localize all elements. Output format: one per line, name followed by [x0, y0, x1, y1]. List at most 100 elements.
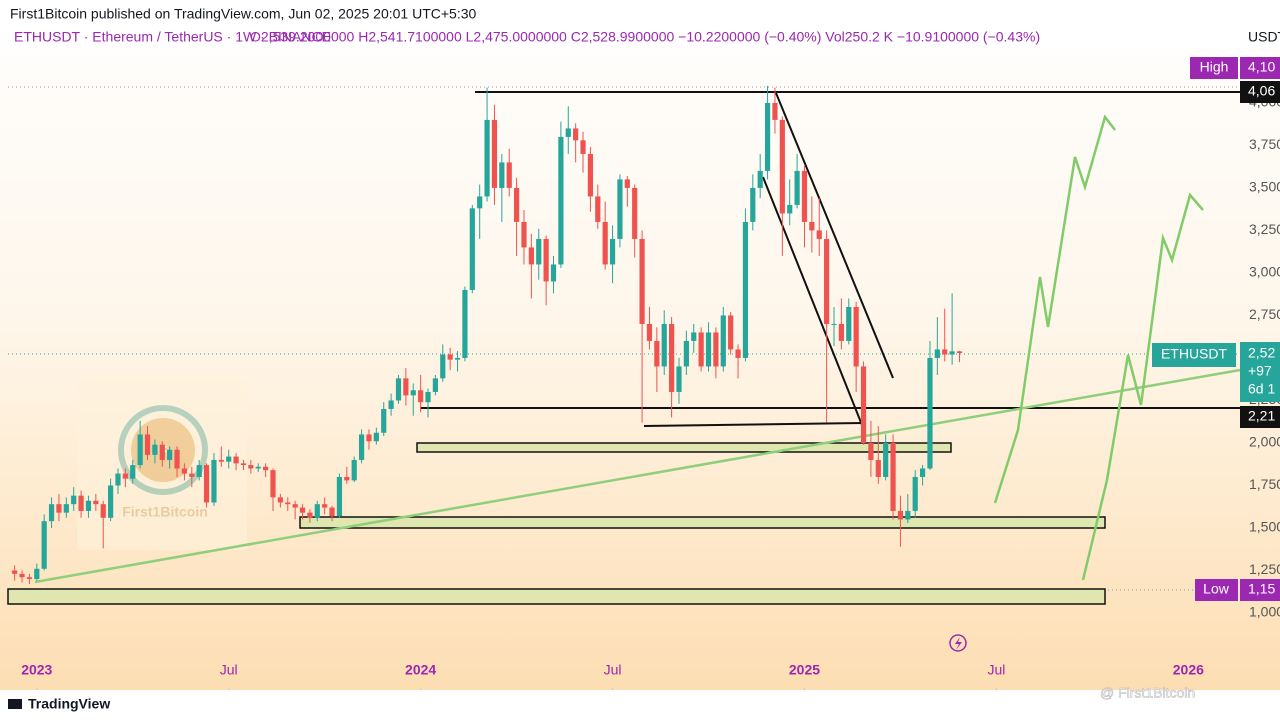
- brand: TradingView: [28, 696, 110, 712]
- candle-body: [277, 497, 283, 503]
- candle-body: [624, 179, 630, 188]
- candle-body: [787, 204, 793, 214]
- candle-body: [661, 323, 667, 367]
- candle-body: [720, 315, 726, 367]
- candle-body: [432, 378, 438, 392]
- candle-body: [602, 221, 608, 265]
- candle-body: [226, 456, 232, 462]
- top-line-price: 4,06: [1248, 83, 1275, 99]
- candle-body: [218, 459, 224, 462]
- candle-body: [728, 315, 734, 350]
- header-bg: [0, 0, 1280, 48]
- candle-body: [85, 500, 92, 511]
- candle-body: [373, 432, 379, 442]
- x-tick-label: 2023: [21, 662, 52, 678]
- high-price: 4,10: [1248, 59, 1275, 75]
- candle-body: [366, 434, 372, 442]
- candle-body: [181, 468, 188, 474]
- candle-body: [100, 504, 106, 518]
- candle-body: [809, 221, 815, 231]
- candle-body: [255, 466, 261, 469]
- candle-body: [233, 456, 239, 464]
- candle-body: [580, 140, 586, 154]
- candle-body: [521, 221, 527, 248]
- candle-body: [565, 128, 571, 137]
- low-label: Low: [1203, 581, 1230, 597]
- candle-body: [550, 264, 557, 282]
- footer: TradingView @ First1Bitcoin: [8, 684, 1195, 712]
- y-tick-label: 1,500: [1249, 519, 1280, 535]
- candle-body: [713, 332, 719, 367]
- candle-body: [469, 208, 475, 290]
- logo-text: First1Bitcoin: [122, 504, 208, 520]
- candle-body: [358, 434, 365, 460]
- candle-body: [329, 507, 335, 517]
- candle-body: [159, 444, 165, 460]
- y-tick-label: 2,750: [1249, 306, 1280, 322]
- candle-body: [646, 323, 653, 341]
- candle-body: [735, 349, 741, 358]
- candle-body: [491, 119, 498, 188]
- candle-body: [137, 434, 143, 466]
- candle-body: [307, 512, 313, 518]
- candle-body: [772, 102, 778, 120]
- candle-body: [897, 510, 904, 520]
- candle-body: [750, 187, 756, 222]
- candle-body: [632, 187, 638, 239]
- candle-body: [676, 366, 682, 392]
- candle-body: [779, 119, 785, 214]
- candle-body: [506, 162, 512, 188]
- y-tick-label: 3,000: [1249, 264, 1280, 280]
- candle-body: [927, 357, 933, 469]
- candle-body: [12, 570, 18, 574]
- y-tick-label: 3,500: [1249, 179, 1280, 195]
- y-tick-label: 1,250: [1249, 561, 1280, 577]
- candle-body: [875, 459, 881, 477]
- candle-body: [381, 408, 387, 433]
- candle-body: [639, 238, 645, 324]
- candle-body: [691, 332, 697, 341]
- y-tick-label: 1,750: [1249, 476, 1280, 492]
- y-tick-label: 1,000: [1249, 604, 1280, 620]
- x-tick-label: Jul: [987, 662, 1005, 678]
- candle-body: [595, 196, 601, 222]
- candle-body: [801, 170, 808, 222]
- axis-unit: USDT: [1248, 29, 1280, 45]
- candle-body: [462, 289, 468, 358]
- candle-body: [846, 306, 852, 341]
- candle-body: [742, 221, 749, 358]
- candle-body: [115, 473, 121, 486]
- ohlc: O2,539.2000000 H2,541.7100000 L2,475.000…: [250, 29, 1040, 45]
- support-price: 2,21: [1248, 408, 1275, 424]
- candle-body: [698, 332, 704, 367]
- candle-body: [41, 521, 47, 569]
- countdown: 6d 1: [1248, 381, 1275, 397]
- candle-body: [152, 444, 158, 455]
- candle-body: [912, 476, 918, 511]
- candle-body: [418, 390, 424, 403]
- candle-body: [314, 504, 320, 518]
- candle-body: [299, 507, 306, 513]
- candle-body: [816, 230, 822, 239]
- candle-body: [203, 465, 210, 503]
- x-tick-label: 2026: [1173, 662, 1204, 678]
- candle-body: [949, 351, 955, 355]
- candle-body: [587, 153, 594, 197]
- candle-body: [63, 504, 69, 513]
- candle-body: [764, 102, 771, 171]
- footer-watermark: @ First1Bitcoin: [1100, 685, 1195, 701]
- candle-body: [167, 449, 173, 460]
- candle-body: [403, 378, 409, 396]
- candle-body: [71, 495, 77, 505]
- candle-body: [705, 332, 712, 367]
- candle-body: [860, 366, 867, 443]
- candle-body: [499, 162, 505, 188]
- candle-body: [868, 442, 874, 460]
- annotations: [7, 86, 1241, 652]
- candle-body: [189, 473, 195, 477]
- x-tick-label: 2025: [789, 662, 820, 678]
- candle-body: [410, 390, 416, 396]
- y-tick-label: 3,750: [1249, 136, 1280, 152]
- x-tick-label: Jul: [220, 662, 238, 678]
